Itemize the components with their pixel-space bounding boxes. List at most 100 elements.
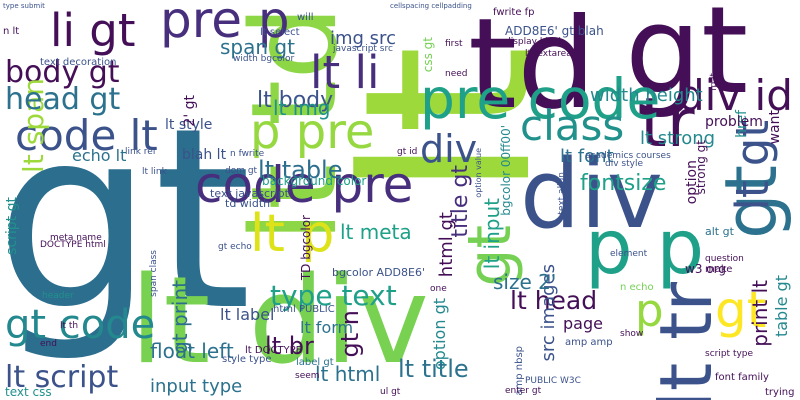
cloud-word: text align <box>557 172 567 215</box>
cloud-word: div <box>420 127 478 171</box>
cloud-word: javascript src <box>333 44 393 54</box>
cloud-word: make <box>705 264 733 275</box>
cloud-word: lt th <box>60 321 79 331</box>
cloud-word: input type <box>150 376 243 397</box>
cloud-word: lt div <box>130 252 430 391</box>
cloud-word: div <box>520 140 663 250</box>
cloud-word: css gt <box>421 37 435 73</box>
cloud-word: n fwrite <box>230 149 265 159</box>
cloud-word: lt font <box>560 146 614 167</box>
cloud-word: script type <box>705 349 754 359</box>
cloud-word: text decoration <box>40 57 117 68</box>
cloud-word: one <box>430 284 447 294</box>
cloud-word: display block <box>505 37 564 47</box>
cloud-word: div id <box>678 71 793 120</box>
cloud-word: question <box>705 254 744 264</box>
cloud-word: fontsize <box>580 171 667 196</box>
cloud-word: gt code <box>5 302 156 348</box>
cloud-word: lt br <box>265 332 314 360</box>
cloud-word: show <box>620 329 644 339</box>
cloud-word: lt title <box>398 355 469 383</box>
cloud-word: want <box>767 110 783 145</box>
cloud-word: pre p <box>160 0 290 49</box>
cloud-word: tr <box>640 84 695 163</box>
cloud-word: script gt <box>4 197 20 255</box>
cloud-word: img src <box>330 28 396 49</box>
cloud-word: div style <box>605 159 643 169</box>
cloud-word: lt form <box>300 318 354 337</box>
cloud-word: style type <box>222 354 272 365</box>
cloud-word: td <box>468 0 597 137</box>
cloud-word: will <box>297 12 314 23</box>
cloud-word: lt link <box>142 167 167 177</box>
cloud-word: li gt <box>50 4 136 57</box>
cloud-word: gt echo <box>218 242 252 252</box>
cloud-word: width height <box>590 85 703 106</box>
cloud-word: lt head <box>510 286 598 315</box>
cloud-word: span class <box>149 250 159 297</box>
cloud-word: span gt <box>220 35 295 59</box>
cloud-word: text css <box>5 385 52 399</box>
cloud-word: TD bgcolor <box>299 215 313 281</box>
cloud-word: fp lt <box>709 73 719 91</box>
cloud-word: label gt <box>296 357 334 368</box>
cloud-word: lt style <box>165 117 213 133</box>
cloud-word: dom gt <box>225 166 258 176</box>
cloud-word: html gt <box>436 212 457 278</box>
cloud-word: background color <box>262 174 367 188</box>
cloud-word: lt select <box>260 27 300 38</box>
cloud-word: echo lt <box>72 146 127 165</box>
cloud-word: html PUBLIC <box>273 304 335 315</box>
cloud-word: lt table <box>258 156 343 184</box>
cloud-word: seem <box>295 371 320 381</box>
cloud-word: element <box>610 249 648 259</box>
cloud-word: print lt <box>748 280 772 347</box>
cloud-word: bgcolor 00ff00' <box>499 125 513 216</box>
cloud-word: PUBLIC W3C <box>525 376 581 386</box>
cloud-word: text javascript <box>210 187 289 200</box>
cloud-word: ADD8E6' gt blah <box>505 24 604 38</box>
cloud-word: lt p <box>250 204 335 264</box>
cloud-word: p p <box>585 203 705 291</box>
cloud-word: lt html <box>315 362 381 386</box>
cloud-word: first <box>445 39 463 49</box>
cloud-word: DOCTYPE html <box>40 240 106 250</box>
cloud-word: gt <box>715 281 767 339</box>
cloud-word: width bgcolor <box>233 54 295 64</box>
cloud-word: lt textarea <box>525 49 572 59</box>
cloud-word: head gt <box>5 82 121 117</box>
cloud-word: lt label <box>220 305 275 324</box>
cloud-word: blah lt <box>182 147 227 163</box>
cloud-word: lt script <box>5 360 119 395</box>
cloud-word: type submit <box>3 2 45 10</box>
cloud-word: problem <box>705 114 763 130</box>
cloud-word: p <box>635 284 664 337</box>
cloud-word: academics courses <box>585 151 671 161</box>
cloud-word: pre code <box>420 67 661 131</box>
cloud-word: ul gt <box>380 387 401 397</box>
cloud-word: code lt <box>15 111 158 160</box>
cloud-word: trying <box>765 387 795 398</box>
cloud-word: option value <box>474 148 483 198</box>
cloud-word: lt body <box>257 88 334 113</box>
cloud-word: n lt <box>3 26 20 37</box>
cloud-word: font family <box>715 372 769 383</box>
cloud-word: n echo <box>620 282 654 293</box>
cloud-word: type text <box>270 279 397 312</box>
cloud-word: fwrite fp <box>493 7 535 18</box>
cloud-word: lt li <box>310 46 380 99</box>
cloud-word: code pre <box>195 156 414 214</box>
cloud-word: option gt <box>430 298 449 371</box>
cloud-word: lt DOCTYPE <box>245 345 302 356</box>
cloud-word: lt meta <box>340 220 412 244</box>
cloud-word: table gt <box>772 275 791 338</box>
cloud-word: 2' gt <box>182 95 198 127</box>
cloud-word: p pre <box>250 104 375 160</box>
cloud-word: body gt <box>5 55 120 90</box>
cloud-word: header <box>42 291 74 301</box>
cloud-word: class <box>520 101 625 150</box>
cloud-word: strong gt <box>694 140 708 195</box>
cloud-word: page <box>563 314 603 333</box>
cloud-word: gt id <box>397 147 418 157</box>
